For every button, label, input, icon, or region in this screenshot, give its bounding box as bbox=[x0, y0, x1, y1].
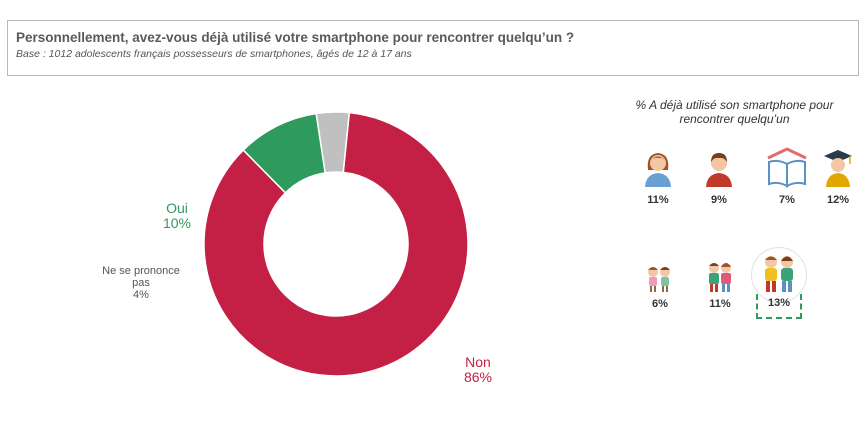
teenagers-icon bbox=[765, 256, 793, 292]
stat-boys: 9% bbox=[711, 194, 727, 206]
label-oui: Oui 10% bbox=[163, 200, 191, 231]
label-non: Non 86% bbox=[464, 354, 492, 385]
children-icon bbox=[709, 263, 731, 292]
question-title: Personnellement, avez-vous déjà utilisé … bbox=[16, 30, 575, 45]
highlight-ring bbox=[751, 247, 807, 303]
donut-slice-non bbox=[203, 111, 469, 377]
school-book-icon bbox=[767, 147, 807, 188]
stat-young-children: 6% bbox=[652, 298, 668, 310]
label-ne-se-prononce-pas: Ne se prononce pas 4% bbox=[102, 265, 180, 301]
stat-teenagers: 13% bbox=[767, 297, 791, 309]
stat-graduate: 12% bbox=[826, 194, 850, 206]
stat-school: 7% bbox=[779, 194, 795, 206]
breakdown-title: % A déjà utilisé son smartphone pour ren… bbox=[635, 98, 834, 126]
stat-children: 11% bbox=[709, 298, 731, 310]
highlight-box bbox=[756, 294, 802, 319]
girl-icon bbox=[645, 153, 671, 187]
donut-slice-ne-se-prononce-pas bbox=[315, 111, 351, 174]
boy-icon bbox=[706, 153, 732, 187]
graduate-icon bbox=[824, 150, 852, 187]
stat-girls: 11% bbox=[647, 194, 669, 206]
question-header: Personnellement, avez-vous déjà utilisé … bbox=[7, 20, 859, 76]
young-children-icon bbox=[648, 267, 670, 292]
question-base: Base : 1012 adolescents français possess… bbox=[16, 48, 412, 60]
